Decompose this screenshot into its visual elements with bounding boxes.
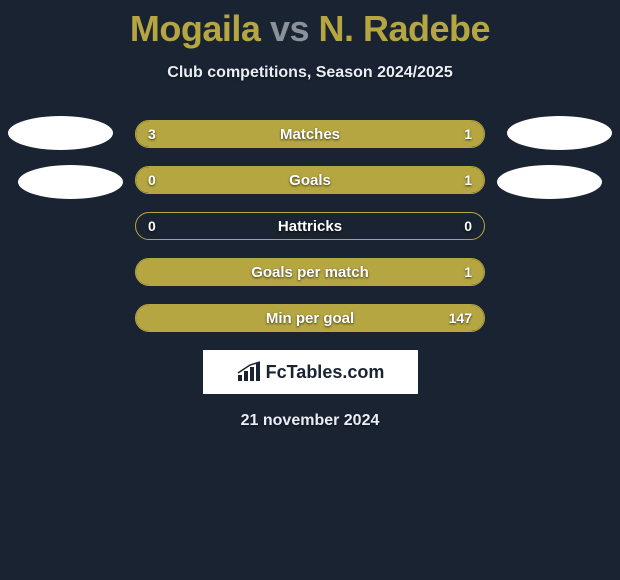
bar-label: Hattricks bbox=[136, 213, 484, 239]
player2-avatar-mid bbox=[497, 165, 602, 199]
bar-value-right: 1 bbox=[464, 259, 472, 285]
bars-group: 3Matches10Goals10Hattricks0Goals per mat… bbox=[135, 120, 485, 332]
stats-container: 3Matches10Goals10Hattricks0Goals per mat… bbox=[0, 120, 620, 332]
player2-name: N. Radebe bbox=[319, 8, 491, 49]
bar-value-right: 0 bbox=[464, 213, 472, 239]
chart-icon bbox=[236, 361, 262, 383]
player1-avatar-top bbox=[8, 116, 113, 150]
stat-bar-min-per-goal: Min per goal147 bbox=[135, 304, 485, 332]
player1-name: Mogaila bbox=[130, 8, 261, 49]
comparison-title: Mogaila vs N. Radebe bbox=[0, 0, 620, 50]
bar-label: Matches bbox=[136, 121, 484, 147]
logo-content: FcTables.com bbox=[236, 361, 385, 383]
date-text: 21 november 2024 bbox=[0, 412, 620, 430]
bar-label: Goals bbox=[136, 167, 484, 193]
stat-bar-goals: 0Goals1 bbox=[135, 166, 485, 194]
subtitle-text: Club competitions, Season 2024/2025 bbox=[0, 64, 620, 82]
logo-box[interactable]: FcTables.com bbox=[203, 350, 418, 394]
bar-value-right: 1 bbox=[464, 121, 472, 147]
logo-brand-text: FcTables.com bbox=[266, 362, 385, 383]
vs-separator: vs bbox=[270, 8, 309, 49]
bar-value-right: 147 bbox=[449, 305, 472, 331]
bar-label: Goals per match bbox=[136, 259, 484, 285]
bar-label: Min per goal bbox=[136, 305, 484, 331]
stat-bar-goals-per-match: Goals per match1 bbox=[135, 258, 485, 286]
stat-bar-hattricks: 0Hattricks0 bbox=[135, 212, 485, 240]
stat-bar-matches: 3Matches1 bbox=[135, 120, 485, 148]
player2-avatar-top bbox=[507, 116, 612, 150]
player1-avatar-mid bbox=[18, 165, 123, 199]
bar-value-right: 1 bbox=[464, 167, 472, 193]
